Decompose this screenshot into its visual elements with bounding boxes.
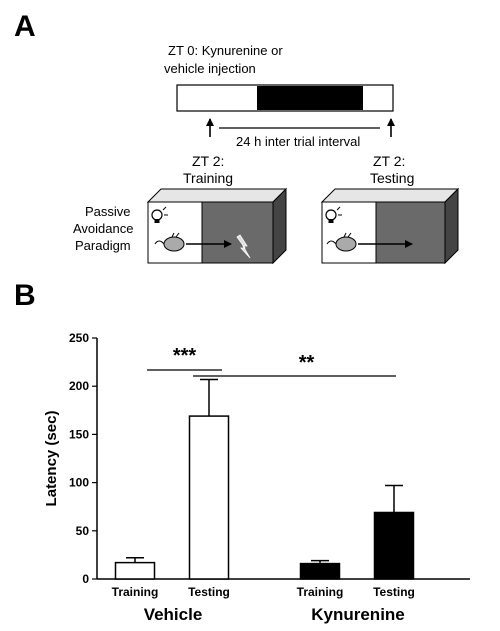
y-tick-label: 50 (76, 524, 90, 538)
injection-label-line1: ZT 0: Kynurenine or (168, 43, 283, 58)
paradigm-label-line3: Paradigm (75, 238, 131, 253)
shock-icon (236, 234, 251, 259)
significance-label: *** (173, 345, 197, 367)
testing-label-line2: Testing (370, 170, 414, 186)
category-label: Training (112, 585, 159, 599)
testing-label-line1: ZT 2: (373, 153, 405, 169)
training-label-line2: Training (183, 170, 233, 186)
bar (188, 415, 230, 580)
bar (299, 562, 341, 580)
light-bulb-icon (151, 206, 168, 223)
significance-label: ** (299, 352, 315, 374)
light-bulb-icon (325, 206, 342, 223)
category-label: Testing (188, 585, 230, 599)
group-label: Kynurenine (311, 605, 405, 624)
bar (373, 511, 415, 580)
y-axis-label: Latency (sec) (43, 411, 60, 507)
group-label: Vehicle (144, 605, 203, 624)
y-tick-label: 0 (82, 572, 89, 586)
paradigm-label-line2: Avoidance (73, 221, 133, 236)
training-label-line1: ZT 2: (192, 153, 224, 169)
y-tick-label: 250 (69, 331, 89, 345)
panel-b-letter: B (14, 279, 36, 312)
y-tick-label: 200 (69, 379, 89, 393)
testing-apparatus (320, 187, 460, 265)
mouse-icon (326, 232, 357, 252)
y-tick-label: 150 (69, 427, 89, 441)
category-label: Testing (373, 585, 415, 599)
panel-a-letter: A (14, 10, 36, 43)
interval-label: 24 h inter trial interval (236, 134, 360, 149)
mouse-icon (154, 232, 185, 252)
category-label: Training (297, 585, 344, 599)
y-tick-label: 100 (69, 476, 89, 490)
light-dark-timeline (176, 84, 394, 112)
paradigm-label-line1: Passive (85, 204, 131, 219)
injection-label-line2: vehicle injection (164, 61, 256, 76)
latency-bar-chart: 0 50 100 150 200 250 Latency (sec) Training Test… (43, 331, 470, 624)
training-apparatus (146, 187, 288, 265)
bar (114, 561, 156, 580)
